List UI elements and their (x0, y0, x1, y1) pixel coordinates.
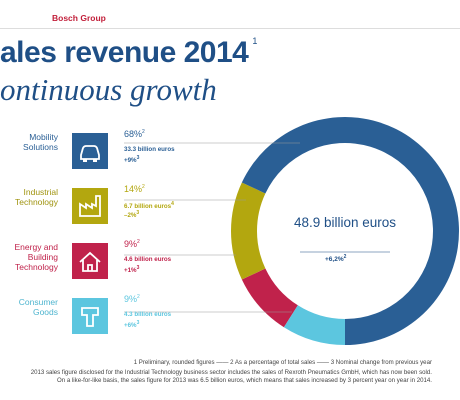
footnote: 2013 sales figure disclosed for the Indu… (30, 369, 432, 376)
revenue-label: 33.3 billion euros (124, 146, 175, 153)
revenue-value: 33.3 billion euros (124, 146, 175, 153)
icon-factory (72, 188, 108, 224)
revenue-label: 6.7 billion euros4 (124, 201, 174, 210)
change-label: +9%3 (124, 155, 139, 164)
donut-segment (241, 268, 298, 328)
share-label: 9%2 (124, 239, 140, 249)
center-change-text: +6,2% (325, 256, 344, 264)
change-value: +6% (124, 322, 137, 330)
share-value: 9% (124, 294, 138, 304)
share-value: 14% (124, 184, 143, 194)
change-label: –2%3 (124, 210, 139, 219)
share-label: 14%2 (124, 184, 145, 194)
category-label: Energy and Building Technology (14, 242, 58, 272)
title-note: 1 (252, 36, 257, 46)
share-value: 9% (124, 239, 138, 249)
revenue-label: 4.6 billion euros (124, 256, 171, 263)
change-value: +1% (124, 267, 137, 275)
category-label: Industrial Technology (14, 187, 58, 207)
change-label: +6%3 (124, 320, 139, 329)
revenue-label: 4.3 billion euros (124, 311, 171, 318)
title-text: ales revenue 2014 (0, 36, 249, 69)
footnote: 1 Preliminary, rounded figures —— 2 As a… (133, 359, 432, 366)
icon-house (72, 243, 108, 279)
center-text: 48.9 billion euros (293, 215, 397, 230)
brand: Bosch Group (52, 13, 106, 23)
change-label: +1%3 (124, 265, 139, 274)
revenue-note: 4 (171, 201, 174, 207)
revenue-value: 4.6 billion euros (124, 256, 172, 263)
change-note: 3 (136, 320, 140, 326)
change-note: 3 (136, 265, 140, 271)
footnote: On a like-for-like basis, the sales figu… (57, 377, 432, 384)
center-change-note: 2 (343, 254, 347, 260)
center-change: +6,2%2 (325, 254, 346, 263)
donut-segment (230, 182, 266, 280)
change-note: 3 (136, 210, 140, 216)
icon-drill (72, 298, 108, 334)
revenue-value: 4.3 billion euros (124, 311, 172, 318)
share-note: 2 (142, 184, 145, 190)
share-note: 2 (137, 294, 140, 300)
share-label: 68%2 (124, 129, 145, 139)
share-value: 68% (124, 129, 143, 139)
icon-car (72, 133, 108, 169)
change-note: 3 (136, 155, 140, 161)
category-label: Mobility Solutions (23, 132, 58, 152)
share-label: 9%2 (124, 294, 140, 304)
share-note: 2 (137, 239, 140, 245)
category-label: Consumer Goods (18, 297, 58, 317)
chart-subtitle: ontinuous growth (0, 72, 217, 107)
revenue-value: 6.7 billion euros (124, 203, 172, 211)
change-value: –2% (124, 212, 137, 220)
share-note: 2 (142, 129, 145, 135)
chart-title: ales revenue 2014 1 (0, 36, 257, 70)
donut-segment (283, 305, 345, 345)
change-value: +9% (124, 157, 137, 165)
header-rule (0, 28, 460, 29)
